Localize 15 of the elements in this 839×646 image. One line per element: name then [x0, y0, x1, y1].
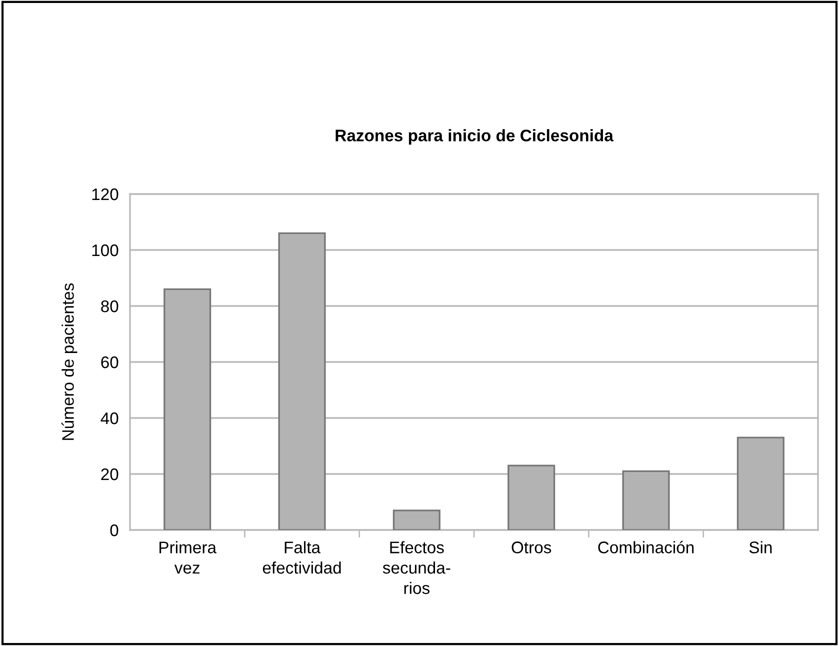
y-tick-label: 80 [101, 300, 118, 312]
y-tick-label: 20 [101, 468, 118, 480]
y-tick-label: 120 [92, 188, 118, 200]
y-tick-label: 60 [101, 356, 118, 368]
y-tick-label: 0 [110, 524, 118, 536]
chart-title: Razones para inicio de Ciclesonida [336, 129, 614, 145]
x-tick-label: Primera vez [160, 541, 217, 574]
x-tick-label: Sin [749, 541, 772, 554]
y-axis-title: Número de pacientes [61, 283, 78, 440]
x-tick-label: Falta efectividad [262, 541, 341, 574]
y-tick-label: 40 [100, 412, 118, 424]
y-tick-label: 100 [92, 244, 118, 256]
x-tick-label: Otros [512, 542, 552, 554]
x-tick-label: Efectos secunda- rios [382, 541, 450, 594]
x-tick-label: Combinación [598, 540, 694, 554]
